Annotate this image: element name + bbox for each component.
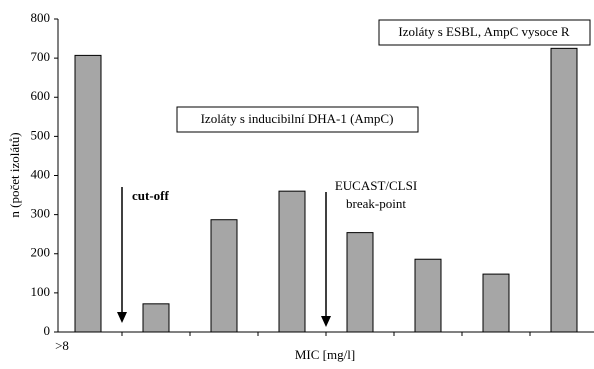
bar [74,54,102,333]
y-tick-label: 200 [31,245,51,260]
bar [210,219,238,333]
arrowhead [117,312,127,323]
annotation: EUCAST/CLSI [335,178,417,193]
x-axis-label: MIC [mg/l] [295,347,355,362]
annotation-box [176,106,419,133]
x-tick-label: >8 [55,338,69,353]
annotation: cut-off [132,188,169,203]
arrowhead [321,316,331,327]
annotation: break-point [346,196,406,211]
y-tick-label: 400 [31,166,51,181]
y-axis-label: n (počet izolátů) [7,132,22,217]
y-tick-label: 100 [31,284,51,299]
bar [142,303,170,333]
y-tick-label: 600 [31,88,51,103]
bar [482,273,510,333]
annotation-box [378,19,591,46]
y-tick-label: 500 [31,127,51,142]
annotation: Izoláty s ESBL, AmpC vysoce R [398,24,569,39]
bar [550,47,578,333]
y-tick-label: 800 [31,10,51,25]
annotation: Izoláty s inducibilní DHA-1 (AmpC) [201,111,394,126]
bar [278,190,306,333]
bar [346,232,374,333]
bar [414,258,442,333]
y-tick-label: 700 [31,49,51,64]
y-tick-label: 0 [44,323,51,338]
y-tick-label: 300 [31,206,51,221]
